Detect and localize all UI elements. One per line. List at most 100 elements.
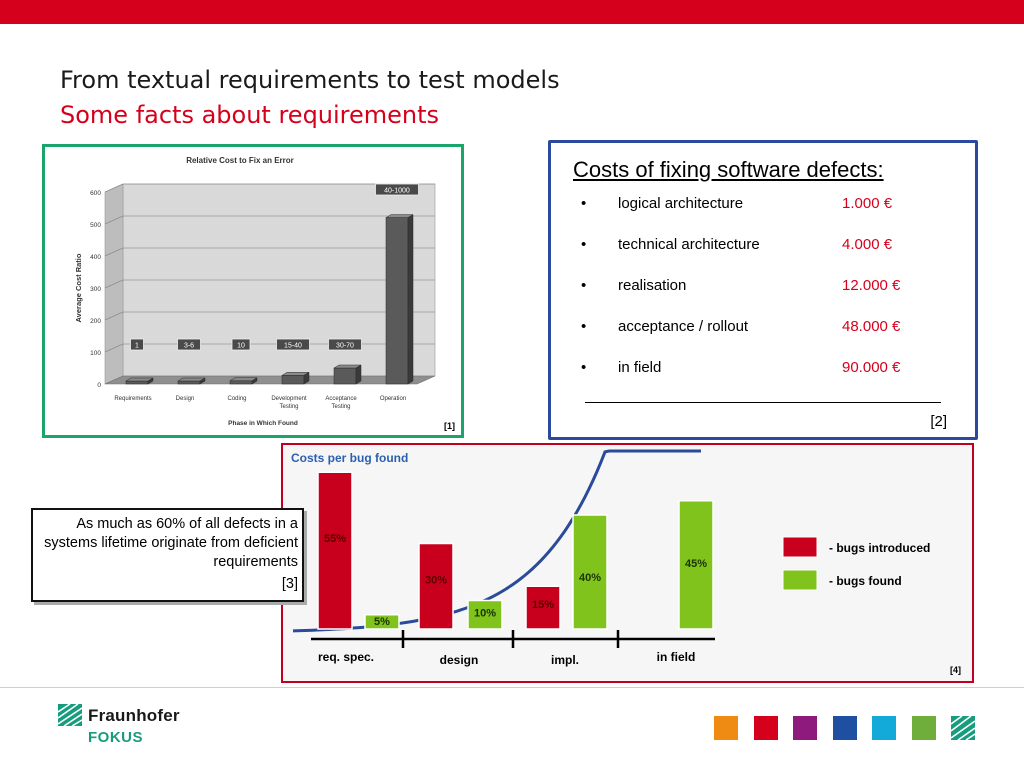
cost-item-value: 90.000 €: [842, 359, 901, 376]
bullet: •: [581, 359, 587, 376]
phase-label: in field: [657, 650, 696, 664]
bar-side: [355, 364, 362, 385]
bar: [333, 367, 357, 385]
data-label: 15%: [532, 599, 554, 611]
top-accent-bar: [0, 0, 1024, 24]
x-tick-label: Requirements: [114, 396, 151, 402]
data-label: 5%: [374, 616, 390, 628]
data-label: 3-6: [184, 343, 194, 350]
cost-item: • technical architecture 4.000 €: [581, 236, 961, 256]
color-square: [793, 716, 817, 740]
data-label: 1: [135, 343, 139, 350]
bullet: •: [581, 318, 587, 335]
data-label: 55%: [324, 533, 346, 545]
data-label: 30-70: [336, 343, 354, 350]
bar: [229, 380, 253, 385]
chart-title: Relative Cost to Fix an Error: [186, 156, 294, 165]
bugs-found-bar: [467, 599, 503, 630]
callout-text: As much as 60% of all defects in a syste…: [44, 516, 298, 570]
cost-item-label: technical architecture: [618, 236, 760, 253]
legend-swatch-bugs-found: [782, 569, 818, 591]
color-square: [714, 716, 738, 740]
costs-per-bug-chart: Costs per bug found 55% 30% 15% 5% 10% 40% 45% r…: [291, 449, 961, 675]
logo-name: Fraunhofer: [88, 706, 180, 725]
slide-subtitle: Some facts about requirements: [60, 101, 440, 129]
x-tick-label: Acceptance: [325, 396, 357, 402]
y-tick-label: 400: [90, 254, 101, 261]
bar-side: [303, 371, 310, 385]
bugs-introduced-bar: [525, 585, 561, 630]
bugs-introduced-bar: [317, 471, 353, 630]
bugs-found-bar: [678, 500, 714, 630]
legend-label: - bugs found: [829, 574, 902, 588]
y-axis-label: Average Cost Ratio: [74, 253, 83, 322]
cost-trend-curve: [292, 449, 701, 633]
bar: [125, 380, 149, 385]
relative-cost-chart-panel: 0 100 200 300 400 500 600 Relative Cost to Fix …: [42, 144, 464, 438]
data-label: 30%: [425, 574, 447, 586]
gridline: [104, 279, 124, 289]
x-tick-label: Coding: [227, 396, 246, 402]
chart-title: Costs per bug found: [291, 451, 408, 465]
color-square: [872, 716, 896, 740]
bullet: •: [581, 277, 587, 294]
costs-per-bug-panel: Costs per bug found 55% 30% 15% 5% 10% 40% 45% r…: [281, 443, 974, 683]
data-label-box: [130, 338, 144, 351]
cost-item-value: 12.000 €: [842, 277, 901, 294]
reference-4: [4]: [950, 665, 961, 675]
fraunhofer-mark-icon: [951, 716, 975, 740]
x-tick-label: Development: [271, 396, 307, 402]
data-label: 10: [237, 343, 245, 350]
y-tick-label: 100: [90, 350, 101, 357]
cost-item-value: 48.000 €: [842, 318, 901, 335]
cost-item: • realisation 12.000 €: [581, 277, 961, 297]
color-square: [753, 716, 778, 740]
data-label-box: [276, 338, 310, 351]
divider: [585, 402, 941, 403]
fraunhofer-logo: Fraunhofer FOKUS: [58, 702, 208, 750]
cost-item-value: 1.000 €: [842, 195, 893, 212]
phase-label: design: [440, 653, 479, 667]
relative-cost-chart: 0 100 200 300 400 500 600 Relative Cost to Fix …: [45, 147, 461, 435]
bar-side: [251, 377, 258, 385]
bullet: •: [581, 236, 587, 253]
cost-item-label: realisation: [618, 277, 687, 294]
data-label: 40%: [579, 572, 601, 584]
data-label-box: [231, 338, 251, 351]
x-tick-label: Design: [176, 396, 195, 402]
bar: [177, 380, 201, 385]
bar: [385, 217, 409, 385]
gridline: [104, 215, 124, 225]
footer-divider: [0, 687, 1024, 688]
gridline: [104, 343, 124, 353]
bar: [281, 375, 305, 385]
chart-floor: [104, 375, 436, 385]
reference-3: [3]: [281, 576, 298, 592]
color-square: [832, 716, 857, 740]
color-square: [911, 716, 936, 740]
cost-item-label: acceptance / rollout: [618, 318, 749, 335]
cost-item: • logical architecture 1.000 €: [581, 195, 961, 215]
data-label: 10%: [474, 608, 496, 620]
bugs-found-bar: [364, 614, 400, 630]
requirements-defect-callout: As much as 60% of all defects in a syste…: [31, 508, 304, 602]
data-label-box: [375, 183, 419, 196]
y-tick-label: 0: [97, 382, 101, 389]
gridline: [104, 183, 124, 193]
x-axis-label: Phase in Which Found: [228, 420, 298, 427]
cost-item: • acceptance / rollout 48.000 €: [581, 318, 961, 338]
x-tick-label: Testing: [279, 404, 298, 410]
legend-swatch-bugs-introduced: [782, 536, 818, 558]
defect-cost-panel: Costs of fixing software defects: • logi…: [548, 140, 978, 440]
fraunhofer-logo-icon: [58, 704, 82, 726]
bar-side: [147, 377, 154, 385]
bugs-found-bar: [572, 514, 608, 630]
bar-side: [199, 377, 206, 385]
reference-1: [1]: [444, 421, 455, 431]
data-label: 15-40: [284, 343, 302, 350]
bullet: •: [581, 195, 587, 212]
data-label: 45%: [685, 558, 707, 570]
x-tick-label: Testing: [331, 404, 350, 410]
x-tick-label: Operation: [380, 396, 406, 402]
cost-item-label: logical architecture: [618, 195, 744, 212]
